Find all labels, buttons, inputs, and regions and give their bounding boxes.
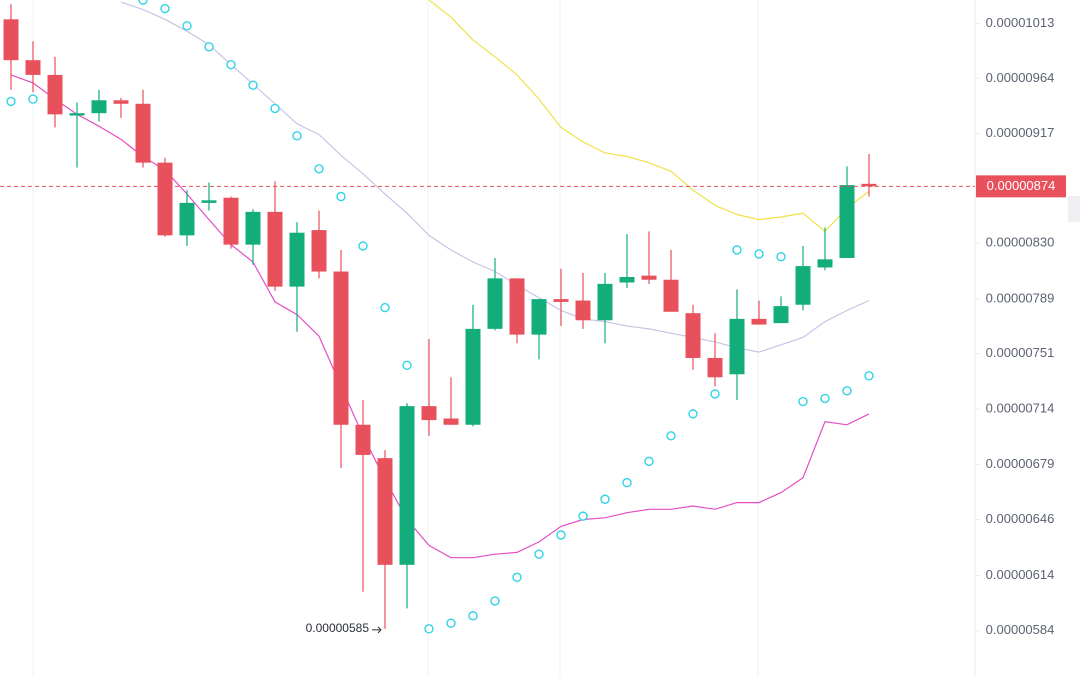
candle-body [597, 283, 613, 321]
candle-body [641, 275, 657, 280]
sar-dot [358, 241, 368, 251]
candle-body [443, 418, 459, 425]
sar-dot [490, 596, 500, 606]
scroll-handle[interactable] [1068, 196, 1080, 222]
candle-body [817, 259, 833, 268]
sar-dot [534, 549, 544, 559]
sar-dot [226, 59, 236, 70]
candle-body [157, 162, 173, 236]
candle-body [69, 113, 85, 116]
sar-dot [754, 249, 764, 259]
sar-dot [820, 393, 830, 404]
y-tick-label: 0.00000789 [986, 291, 1055, 306]
sar-dot [644, 456, 654, 467]
sar-dot [314, 164, 324, 174]
y-tick-label: 0.00000964 [986, 70, 1055, 85]
candle-body [707, 357, 723, 378]
sar-dot [600, 494, 610, 504]
candle-body [839, 185, 855, 258]
candle-body [795, 266, 811, 305]
last-price-label: 0.00000874 [987, 178, 1056, 193]
low-price-label: 0.00000585 [306, 621, 370, 635]
y-tick-label: 0.00000917 [986, 125, 1055, 140]
sar-dot [248, 80, 258, 90]
sar-dot [204, 42, 214, 52]
y-tick-label: 0.00000751 [986, 345, 1055, 360]
candle-body [377, 458, 393, 565]
sar-dot [336, 191, 346, 202]
candle-body [289, 232, 305, 287]
sar-dot [6, 96, 16, 107]
candle-body [509, 278, 525, 335]
candle-body [179, 202, 195, 236]
sar-dot [28, 94, 38, 104]
sar-dot [138, 0, 148, 5]
y-tick-label: 0.00000614 [986, 567, 1055, 582]
sar-dot [182, 21, 192, 31]
last-price-tag [976, 175, 1066, 198]
candle-body [575, 300, 591, 321]
price-axis: 0.00001013 0.00000964 0.00000917 0.00000830… [975, 15, 1054, 637]
candle-body [751, 318, 767, 325]
sar-dot [424, 624, 434, 634]
sar-dot [578, 511, 588, 521]
sar-dot [468, 611, 478, 621]
candle-body [25, 60, 41, 75]
y-tick-label: 0.00000714 [986, 401, 1055, 416]
candle-body [619, 277, 635, 283]
sar-dot [688, 409, 698, 419]
sar-dot [710, 389, 720, 399]
sar-dot [556, 530, 566, 540]
candle-body [245, 211, 261, 245]
candle-body [3, 19, 19, 61]
low-price-arrowhead [377, 626, 382, 634]
candle-body [487, 278, 503, 329]
candle-body [465, 328, 481, 425]
y-tick-label: 0.00000830 [986, 235, 1055, 250]
candle-body [399, 406, 415, 565]
candle-body [135, 103, 151, 163]
candle-body [861, 183, 877, 187]
candle-body [729, 318, 745, 375]
sar-dot [160, 3, 170, 14]
sar-dot [402, 360, 412, 371]
candle-body [355, 424, 371, 455]
candle-body [685, 313, 701, 358]
sar-dot [776, 251, 786, 262]
sar-dot [622, 477, 632, 488]
candle-body [773, 306, 789, 324]
sar-dot [292, 131, 302, 141]
sar-dot [446, 618, 456, 628]
sar-dot [842, 386, 852, 396]
sar-dot [512, 572, 522, 583]
candle-body [531, 299, 547, 335]
y-tick-label: 0.00000584 [986, 622, 1055, 637]
y-tick-label: 0.00000646 [986, 511, 1055, 526]
candle-body [223, 197, 239, 245]
sar-dot [864, 371, 874, 381]
candle-body [113, 100, 129, 104]
sar-dot [270, 103, 280, 114]
sar-dot [798, 396, 808, 407]
sar-dot [732, 245, 742, 255]
y-tick-label: 0.00001013 [986, 15, 1055, 30]
sar-dot [380, 302, 390, 313]
candle-body [267, 211, 283, 287]
candle-body [311, 230, 327, 272]
y-tick-label: 0.00000679 [986, 456, 1055, 471]
plot-area [3, 0, 877, 634]
candle-body [201, 200, 217, 203]
candle-body [553, 299, 569, 302]
sar-dot [666, 431, 676, 441]
candle-body [333, 271, 349, 425]
candle-body [663, 279, 679, 312]
candle-body [91, 100, 107, 114]
moving-average-line [10, 74, 870, 559]
candle-body [421, 406, 437, 421]
moving-average-line [428, 0, 870, 233]
candle-body [47, 74, 63, 115]
